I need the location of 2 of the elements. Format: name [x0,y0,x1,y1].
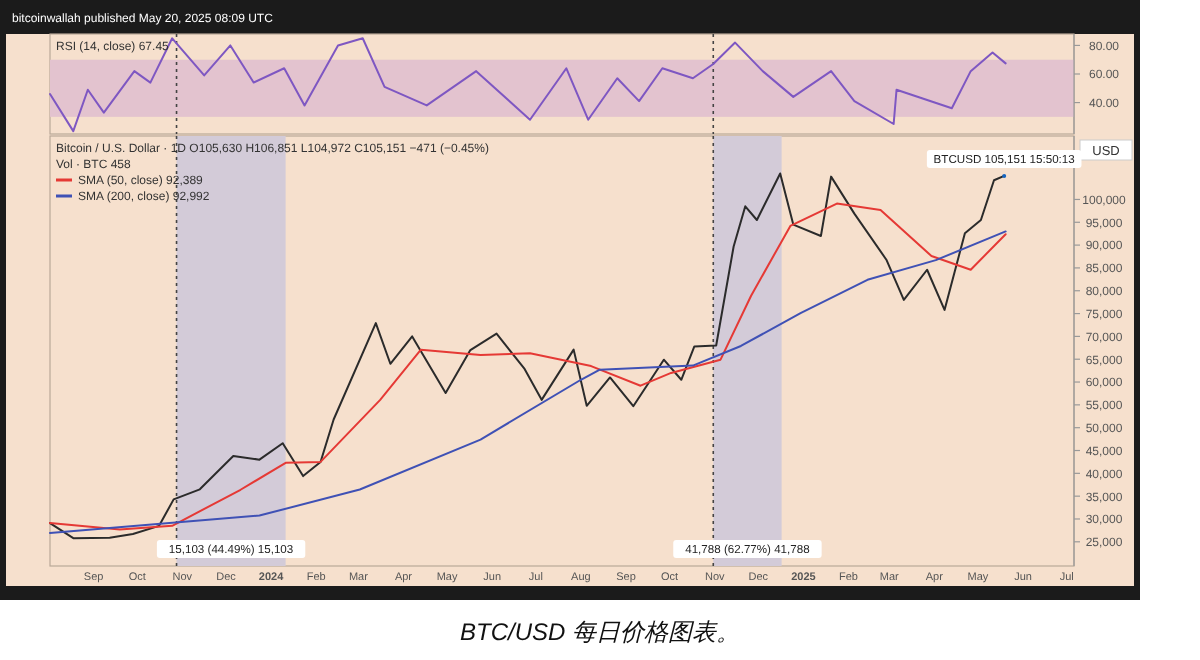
text: BTC/USD 每日价格图表。 [459,618,741,646]
line-series [49,37,1007,133]
